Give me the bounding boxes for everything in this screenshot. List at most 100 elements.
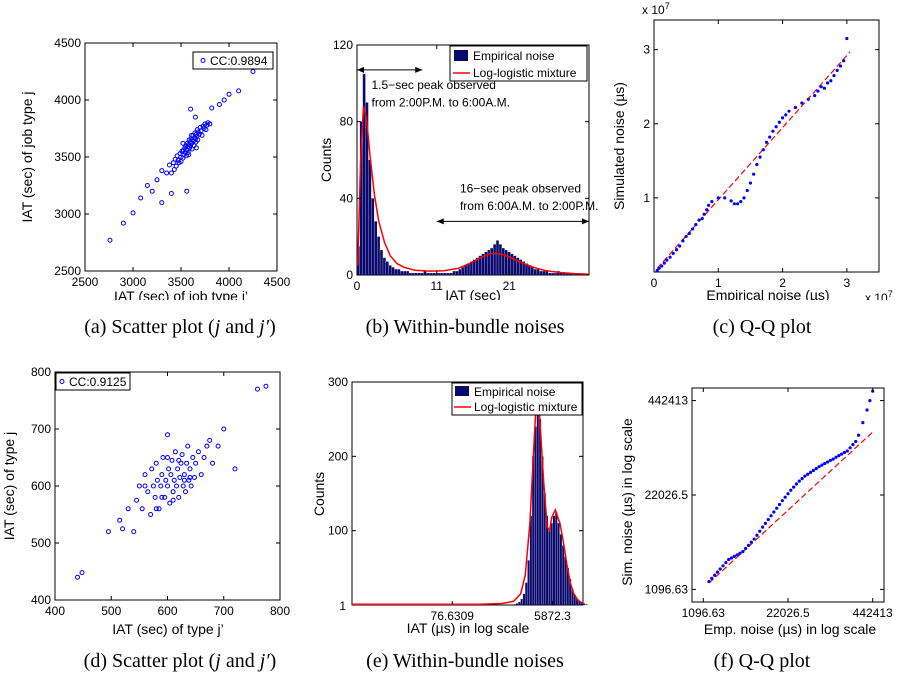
- chart-c-point-51: [835, 68, 839, 72]
- chart-b-bar-45: [487, 250, 491, 275]
- chart-b-bar-67: [551, 273, 554, 275]
- chart-a-point-79: [193, 145, 199, 151]
- chart-c-point-45: [816, 89, 820, 93]
- chart-b-bar-21: [417, 273, 421, 275]
- chart-d-point-46: [188, 483, 194, 489]
- chart-c-point-31: [758, 155, 762, 159]
- chart-b-bar-7: [377, 236, 380, 275]
- chart-b-annotation-2: 16−sec peak observed: [460, 182, 581, 196]
- chart-f-point-28: [786, 492, 790, 496]
- chart-f-point-35: [806, 472, 810, 476]
- chart-d-point-60: [263, 383, 269, 389]
- chart-b-arrowhead-right-0: [415, 66, 423, 73]
- chart-b-bar-32: [449, 273, 453, 275]
- chart-f-point-25: [777, 502, 782, 507]
- chart-b-bar-16: [403, 271, 406, 275]
- chart-d-yticks: 400 500 600 700 800: [31, 365, 280, 607]
- chart-d-point-32: [172, 449, 178, 455]
- chart-b-xtick-label-1: 11: [431, 279, 444, 293]
- chart-a-legend-marker: [200, 58, 206, 63]
- chart-f-point-21: [766, 517, 770, 522]
- chart-f-ytick-label-0: 1096.63: [645, 582, 689, 596]
- chart-b-bar-47: [493, 244, 496, 275]
- chart-a-point-76: [180, 140, 186, 146]
- chart-e-yticks: 100 200 300: [328, 375, 583, 538]
- chart-e-bar-25: [571, 588, 574, 605]
- chart-f-point-37: [811, 468, 816, 473]
- chart-c-point-1: [657, 266, 661, 270]
- chart-d-point-65: [181, 477, 187, 483]
- chart-d-point-36: [177, 474, 183, 480]
- chart-c-xtick-label-1: 1: [715, 276, 722, 290]
- chart-a-point-9: [166, 162, 172, 168]
- chart-f-point-10: [735, 553, 739, 557]
- chart-b-bar-55: [516, 257, 520, 275]
- chart-e-bar-11: [539, 419, 542, 605]
- chart-b-bar-24: [426, 273, 430, 275]
- chart-e-curve: [352, 389, 584, 606]
- chart-a-xtick-label-3: 4000: [216, 275, 243, 289]
- chart-c-point-54: [845, 36, 849, 41]
- chart-d-point-2: [105, 529, 111, 535]
- chart-b-bar-51: [504, 250, 508, 275]
- chart-b-plot-area: [356, 44, 590, 276]
- chart-b-ylabel: Counts: [318, 138, 334, 182]
- chart-d-legend: [55, 372, 131, 391]
- chart-f-point-52: [854, 439, 858, 444]
- chart-e-bar-2: [518, 602, 521, 605]
- chart-d-point-49: [193, 460, 199, 466]
- chart-d-point-55: [210, 460, 215, 466]
- chart-e-bar-4: [522, 593, 525, 605]
- chart-c-point-24: [735, 202, 740, 206]
- chart-b-curve: [356, 106, 590, 275]
- chart-f-xlabel: Emp. noise (µs) in log scale: [704, 621, 876, 637]
- chart-f-point-15: [749, 540, 753, 544]
- chart-d-point-26: [166, 466, 172, 472]
- chart-b-bar-50: [502, 248, 505, 275]
- chart-b-legend-label-0: Empirical noise: [473, 49, 555, 63]
- chart-d-point-31: [171, 477, 177, 483]
- chart-a-point-6: [154, 177, 160, 183]
- chart-b-bar-42: [478, 255, 482, 275]
- chart-b-bar-18: [409, 273, 412, 275]
- chart-f-point-7: [727, 557, 731, 562]
- chart-c-point-11: [687, 231, 691, 236]
- chart-c-point-29: [752, 172, 756, 176]
- chart-a-point-69: [159, 200, 165, 206]
- chart-f-point-1: [710, 576, 714, 580]
- chart-c-point-37: [777, 120, 781, 124]
- chart-f-point-40: [820, 463, 824, 467]
- chart-b-bar-43: [481, 253, 485, 275]
- chart-d-point-8: [136, 483, 142, 489]
- chart-b-bar-1: [359, 121, 363, 276]
- chart-a-ytick-label-4: 4500: [54, 36, 81, 50]
- chart-f-ylabel: Sim. noise (µs) in log scale: [619, 418, 635, 586]
- chart-c-ytick-label-1: 2: [643, 117, 650, 131]
- chart-c-point-32: [761, 148, 765, 152]
- chart-e-bar-24: [569, 578, 572, 605]
- chart-e-bar-28: [578, 601, 581, 605]
- chart-d-point-63: [170, 497, 176, 503]
- chart-d-point-16: [153, 460, 159, 466]
- chart-a-point-52: [195, 137, 201, 143]
- chart-c-points: [655, 36, 849, 273]
- chart-e-bar-14: [546, 515, 549, 605]
- chart-b-bar-4: [368, 160, 372, 275]
- chart-a-xticks: 2500 3000 3500 4000 4500: [72, 43, 291, 289]
- chart-b-bar-48: [496, 240, 499, 275]
- chart-b-annotation-1: from 2:00P.M. to 6:00A.M.: [372, 95, 511, 109]
- chart-d-point-15: [152, 494, 158, 500]
- chart-f-point-12: [741, 550, 745, 554]
- chart-c-point-52: [838, 64, 843, 68]
- chart-d-point-23: [163, 477, 169, 483]
- chart-d-point-34: [175, 466, 181, 472]
- chart-d-ytick-label-2: 600: [31, 479, 51, 493]
- chart-e-bar-31: [585, 604, 588, 605]
- chart-b-bar-66: [548, 273, 551, 275]
- chart-e-ytick-label-1: 200: [328, 449, 348, 463]
- chart-f-point-6: [724, 561, 728, 565]
- chart-b-bar-69: [557, 271, 560, 275]
- chart-b-bar-29: [441, 273, 444, 275]
- chart-c-point-21: [723, 196, 727, 200]
- chart-b-bar-70: [560, 273, 563, 275]
